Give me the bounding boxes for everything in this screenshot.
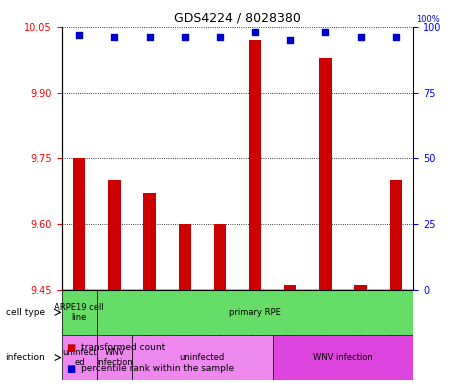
- Text: uninfected: uninfected: [180, 353, 225, 362]
- Bar: [132, 290, 167, 335]
- Bar: [62, 290, 97, 335]
- Bar: [167, 290, 202, 335]
- Bar: [354, 285, 367, 290]
- Bar: [62, 335, 97, 380]
- Text: ■: ■: [66, 343, 76, 353]
- Bar: [62, 290, 97, 335]
- Text: cell type: cell type: [6, 308, 45, 317]
- Bar: [319, 58, 332, 290]
- Bar: [214, 224, 226, 290]
- Bar: [202, 290, 238, 335]
- Bar: [143, 194, 156, 290]
- Bar: [343, 290, 378, 335]
- Bar: [390, 180, 402, 290]
- Bar: [249, 40, 261, 290]
- Point: [146, 34, 153, 40]
- Point: [357, 34, 364, 40]
- Bar: [73, 158, 86, 290]
- Text: 100%: 100%: [416, 15, 440, 24]
- Bar: [273, 335, 413, 380]
- Bar: [273, 290, 308, 335]
- Point: [181, 34, 189, 40]
- Bar: [108, 180, 121, 290]
- Bar: [308, 290, 343, 335]
- Text: primary RPE: primary RPE: [229, 308, 281, 317]
- Text: ARPE19 cell
line: ARPE19 cell line: [55, 303, 104, 322]
- Point: [392, 34, 399, 40]
- Point: [216, 34, 224, 40]
- Text: ■: ■: [66, 364, 76, 374]
- Bar: [179, 224, 191, 290]
- Bar: [132, 335, 273, 380]
- Bar: [378, 290, 413, 335]
- Bar: [238, 290, 273, 335]
- Bar: [97, 290, 132, 335]
- Point: [322, 29, 329, 35]
- Text: percentile rank within the sample: percentile rank within the sample: [81, 364, 234, 373]
- Text: infection: infection: [5, 353, 45, 362]
- Point: [111, 34, 118, 40]
- Bar: [97, 335, 132, 380]
- Point: [76, 32, 83, 38]
- Title: GDS4224 / 8028380: GDS4224 / 8028380: [174, 11, 301, 24]
- Point: [286, 37, 294, 43]
- Point: [251, 29, 259, 35]
- Bar: [284, 285, 296, 290]
- Text: uninfect
ed: uninfect ed: [62, 348, 96, 367]
- Text: transformed count: transformed count: [81, 343, 165, 352]
- Text: WNV
infection: WNV infection: [96, 348, 133, 367]
- Text: WNV infection: WNV infection: [313, 353, 373, 362]
